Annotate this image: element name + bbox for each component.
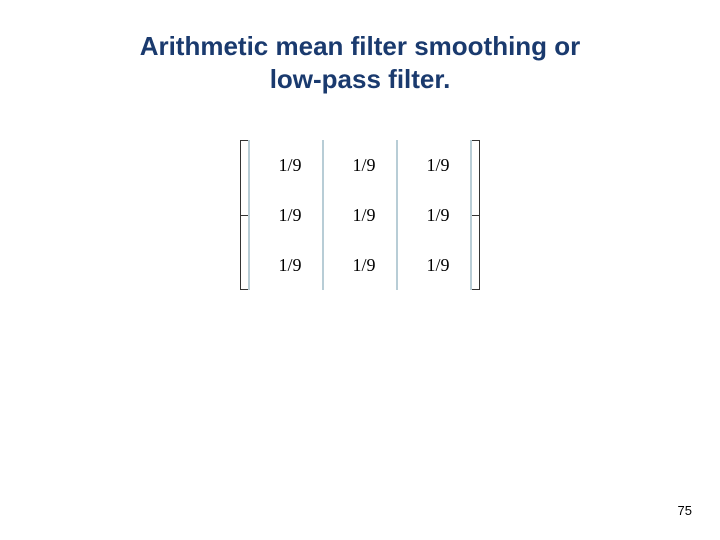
right-bracket-icon	[471, 140, 481, 290]
matrix-cell: 1/9	[327, 140, 401, 190]
matrix-cell: 1/9	[327, 240, 401, 290]
column-divider	[248, 140, 250, 290]
page-number: 75	[678, 503, 692, 518]
title-line-1: Arithmetic mean filter smoothing or	[140, 31, 581, 61]
column-divider	[322, 140, 324, 290]
filter-kernel: 1/9 1/9 1/9 1/9 1/9 1/9 1/9 1/9 1/9	[0, 140, 720, 290]
matrix-cell: 1/9	[401, 240, 475, 290]
slide: Arithmetic mean filter smoothing or low-…	[0, 0, 720, 540]
page-title: Arithmetic mean filter smoothing or low-…	[0, 30, 720, 95]
matrix-cell: 1/9	[253, 190, 327, 240]
matrix-cell: 1/9	[327, 190, 401, 240]
matrix-cell: 1/9	[253, 240, 327, 290]
matrix-cell: 1/9	[401, 190, 475, 240]
matrix-cell: 1/9	[253, 140, 327, 190]
matrix-grid: 1/9 1/9 1/9 1/9 1/9 1/9 1/9 1/9 1/9	[253, 140, 467, 290]
title-line-2: low-pass filter.	[270, 64, 451, 94]
column-divider	[396, 140, 398, 290]
matrix-grid-wrap: 1/9 1/9 1/9 1/9 1/9 1/9 1/9 1/9 1/9	[249, 140, 471, 290]
matrix-cell: 1/9	[401, 140, 475, 190]
